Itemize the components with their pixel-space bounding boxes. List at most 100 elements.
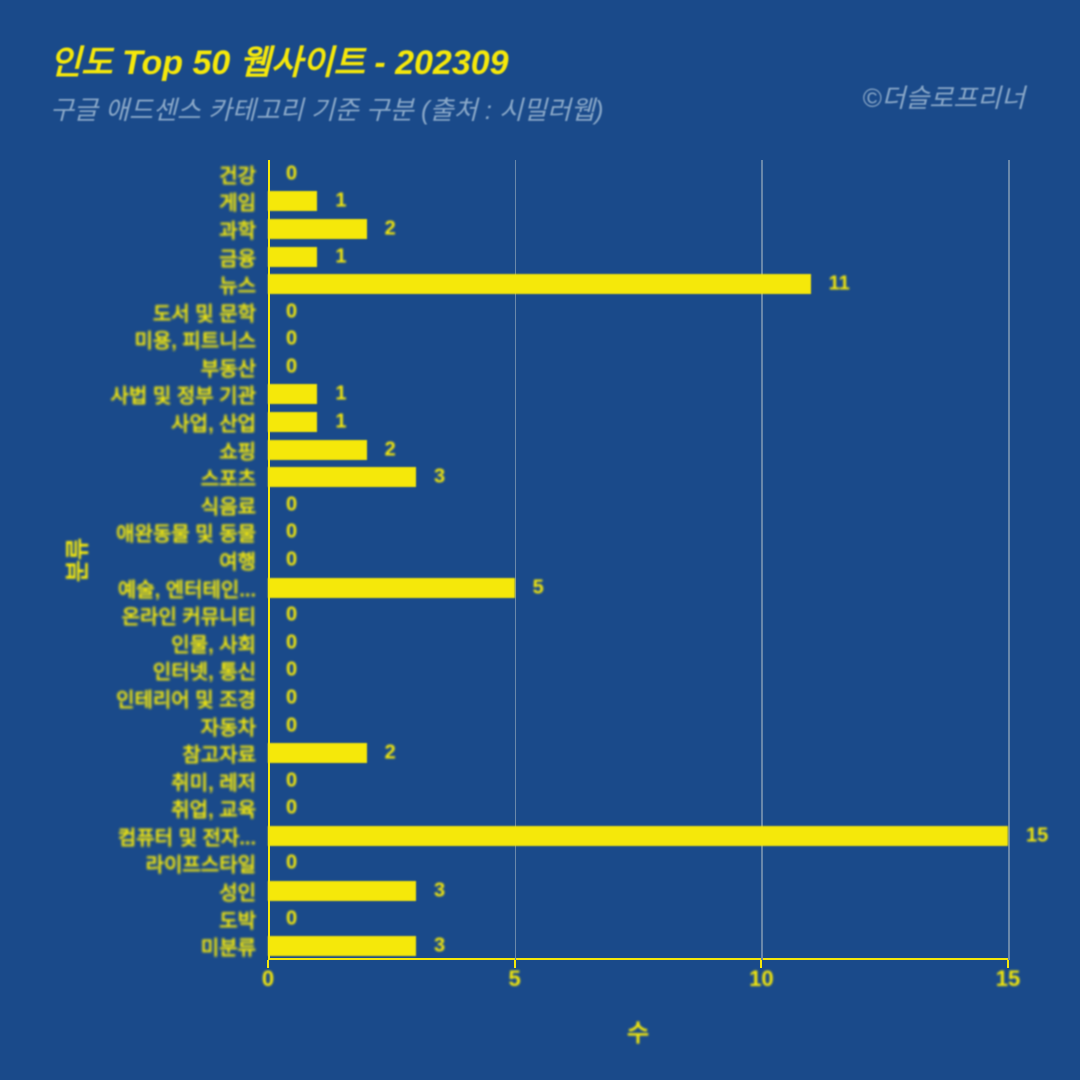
bar xyxy=(268,219,367,239)
bar-row: 건강0 xyxy=(268,160,1008,188)
value-label: 2 xyxy=(385,438,396,461)
value-label: 0 xyxy=(286,852,297,875)
x-tick-label: 5 xyxy=(509,966,521,992)
category-label: 온라인 커뮤니티 xyxy=(122,601,256,630)
value-label: 15 xyxy=(1026,824,1048,847)
bar-row: 온라인 커뮤니티0 xyxy=(268,601,1008,629)
category-label: 뉴스 xyxy=(219,270,256,299)
bar-row: 스포츠3 xyxy=(268,463,1008,491)
bar-row: 여행0 xyxy=(268,546,1008,574)
value-label: 3 xyxy=(434,935,445,958)
category-label: 예술, 엔터테인... xyxy=(118,573,256,602)
value-label: 0 xyxy=(286,659,297,682)
category-label: 도서 및 문학 xyxy=(153,297,256,326)
category-label: 과학 xyxy=(219,214,256,243)
bar xyxy=(268,881,416,901)
bar-row: 미분류3 xyxy=(268,932,1008,960)
bar-row: 사업, 산업1 xyxy=(268,408,1008,436)
x-tick-label: 0 xyxy=(262,966,274,992)
gridline xyxy=(1008,160,1010,960)
value-label: 0 xyxy=(286,631,297,654)
bar-row: 식음료0 xyxy=(268,491,1008,519)
bar xyxy=(268,826,1008,846)
category-label: 인물, 사회 xyxy=(171,628,256,657)
x-axis-title: 수 xyxy=(627,1013,649,1048)
bar xyxy=(268,467,416,487)
bar-chart: 분류 수 051015건강0게임1과학2금융1뉴스11도서 및 문학0미용, 피… xyxy=(0,160,1080,1080)
bar-row: 사법 및 정부 기관1 xyxy=(268,381,1008,409)
category-label: 식음료 xyxy=(201,490,256,519)
bar-row: 컴퓨터 및 전자...15 xyxy=(268,822,1008,850)
bar xyxy=(268,578,515,598)
category-label: 사업, 산업 xyxy=(171,408,256,437)
bar xyxy=(268,384,317,404)
value-label: 1 xyxy=(335,190,346,213)
bar-row: 취미, 레저0 xyxy=(268,767,1008,795)
bar-row: 애완동물 및 동물0 xyxy=(268,519,1008,547)
bar-row: 자동차0 xyxy=(268,712,1008,740)
category-label: 취미, 레저 xyxy=(171,766,256,795)
bar xyxy=(268,412,317,432)
value-label: 11 xyxy=(829,273,850,296)
value-label: 0 xyxy=(286,521,297,544)
bar xyxy=(268,743,367,763)
value-label: 2 xyxy=(385,217,396,240)
category-label: 여행 xyxy=(219,545,256,574)
value-label: 3 xyxy=(434,466,445,489)
plot-area: 분류 수 051015건강0게임1과학2금융1뉴스11도서 및 문학0미용, 피… xyxy=(268,160,1008,960)
category-label: 사법 및 정부 기관 xyxy=(111,380,256,409)
category-label: 도박 xyxy=(219,904,256,933)
value-label: 2 xyxy=(385,742,396,765)
value-label: 0 xyxy=(286,328,297,351)
category-label: 취업, 교육 xyxy=(171,794,256,823)
bar-row: 게임1 xyxy=(268,188,1008,216)
value-label: 1 xyxy=(335,245,346,268)
category-label: 참고자료 xyxy=(182,739,256,768)
category-label: 라이프스타일 xyxy=(146,849,256,878)
value-label: 0 xyxy=(286,355,297,378)
x-tick-label: 15 xyxy=(996,966,1020,992)
category-label: 미용, 피트니스 xyxy=(134,325,256,354)
category-label: 인테리어 및 조경 xyxy=(116,683,256,712)
bar xyxy=(268,247,317,267)
chart-credit: ©더슬로프리너 xyxy=(862,78,1025,115)
bar-row: 미용, 피트니스0 xyxy=(268,326,1008,354)
category-label: 부동산 xyxy=(201,352,256,381)
value-label: 0 xyxy=(286,548,297,571)
category-label: 미분류 xyxy=(201,932,256,961)
value-label: 0 xyxy=(286,162,297,185)
category-label: 자동차 xyxy=(201,711,256,740)
chart-title: 인도 Top 50 웹사이트 - 202309 xyxy=(50,35,1030,84)
category-label: 쇼핑 xyxy=(219,435,256,464)
bar-row: 도박0 xyxy=(268,905,1008,933)
value-label: 1 xyxy=(335,411,346,434)
value-label: 0 xyxy=(286,714,297,737)
y-axis-title: 분류 xyxy=(58,538,93,582)
bar xyxy=(268,274,811,294)
value-label: 0 xyxy=(286,300,297,323)
value-label: 0 xyxy=(286,686,297,709)
bar-row: 인테리어 및 조경0 xyxy=(268,684,1008,712)
category-label: 스포츠 xyxy=(201,463,256,492)
bar-row: 성인3 xyxy=(268,877,1008,905)
bar xyxy=(268,936,416,956)
value-label: 3 xyxy=(434,880,445,903)
category-label: 인터넷, 통신 xyxy=(153,656,256,685)
value-label: 0 xyxy=(286,797,297,820)
bar-row: 인물, 사회0 xyxy=(268,629,1008,657)
category-label: 건강 xyxy=(219,159,256,188)
category-label: 성인 xyxy=(219,877,256,906)
value-label: 0 xyxy=(286,493,297,516)
bar-row: 취업, 교육0 xyxy=(268,794,1008,822)
bar-row: 부동산0 xyxy=(268,353,1008,381)
bar-row: 과학2 xyxy=(268,215,1008,243)
bar xyxy=(268,191,317,211)
value-label: 1 xyxy=(335,383,346,406)
category-label: 컴퓨터 및 전자... xyxy=(118,821,256,850)
bar-row: 도서 및 문학0 xyxy=(268,298,1008,326)
x-tick-label: 10 xyxy=(749,966,773,992)
bar-row: 참고자료2 xyxy=(268,739,1008,767)
bar-row: 라이프스타일0 xyxy=(268,850,1008,878)
bar xyxy=(268,440,367,460)
bar-row: 뉴스11 xyxy=(268,270,1008,298)
